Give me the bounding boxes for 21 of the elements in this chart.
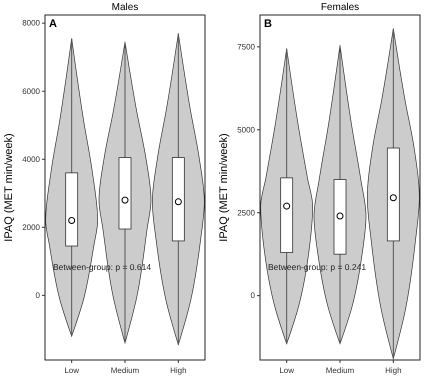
annotation: A [49,18,57,30]
y-tick-label: 0 [36,290,41,300]
y-axis-title: IPAQ (MET min/week) [3,133,15,242]
y-tick-label: 6000 [22,86,41,96]
y-tick-label: 7500 [237,42,256,52]
y-tick-label: 2500 [237,208,256,218]
y-tick-label: 5000 [237,125,256,134]
chart-title: Males [112,2,138,13]
x-tick-label: High [385,366,402,375]
annotation: B [264,18,272,30]
chart-title: Females [320,2,360,13]
y-tick-label: 2000 [22,222,41,232]
x-tick-label: Low [279,366,294,375]
x-tick-label: Medium [110,366,140,375]
x-tick-label: Low [64,366,80,375]
x-tick-label: High [170,366,187,375]
y-tick-label: 4000 [22,154,41,164]
x-tick-label: Medium [326,366,355,375]
y-axis-title: IPAQ (MET min/week) [218,133,230,242]
y-tick-label: 8000 [22,18,41,28]
y-tick-label: 0 [250,291,256,300]
